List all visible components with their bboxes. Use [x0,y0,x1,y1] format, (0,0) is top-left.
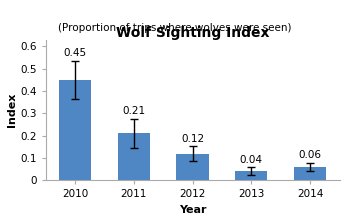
Bar [176,154,209,180]
Text: 0.45: 0.45 [63,48,86,58]
Text: 0.06: 0.06 [299,150,322,160]
Bar [235,171,267,180]
Title: Wolf Sighting Index: Wolf Sighting Index [116,26,269,40]
Text: 0.04: 0.04 [240,154,263,165]
X-axis label: Year: Year [179,205,206,215]
Text: 0.12: 0.12 [181,134,204,143]
Y-axis label: Index: Index [7,93,17,127]
Bar [59,80,91,180]
Text: (Proportion of trips where wolves were seen): (Proportion of trips where wolves were s… [58,23,292,33]
Bar [118,134,150,180]
Text: 0.21: 0.21 [122,106,145,116]
Bar [294,167,326,180]
